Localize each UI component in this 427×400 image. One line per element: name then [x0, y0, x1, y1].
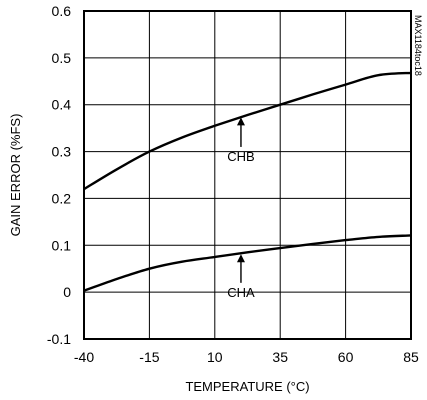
y-tick-label-5: 0.4 — [52, 97, 72, 113]
x-tick-labels: -40 -15 10 35 60 85 — [74, 349, 419, 365]
y-tick-label-1: 0 — [63, 284, 71, 300]
annotation-layer: CHB CHA — [227, 117, 255, 300]
annotation-label-chb: CHB — [227, 149, 254, 164]
annotation-label-cha: CHA — [227, 285, 255, 300]
series-line-chb — [83, 71, 412, 191]
y-tick-label-4: 0.3 — [52, 144, 72, 160]
x-tick-label-5: 85 — [403, 349, 419, 365]
y-axis-label: GAIN ERROR (%FS) — [8, 114, 23, 237]
x-tick-label-3: 35 — [272, 349, 288, 365]
y-tick-label-6: 0.5 — [52, 50, 72, 66]
x-tick-label-1: -15 — [139, 349, 159, 365]
y-tick-label-3: 0.2 — [52, 190, 72, 206]
x-tick-label-2: 10 — [207, 349, 223, 365]
y-tick-label-7: 0.6 — [52, 3, 72, 19]
x-tick-label-0: -40 — [74, 349, 94, 365]
plot-frame — [83, 10, 412, 340]
figure-code: MAX1184toc18 — [413, 15, 423, 76]
y-tick-labels: -0.1 0 0.1 0.2 0.3 0.4 0.5 0.6 — [47, 3, 71, 347]
x-tick-label-4: 60 — [338, 349, 354, 365]
x-axis-label: TEMPERATURE (°C) — [185, 379, 309, 394]
y-tick-label-0: -0.1 — [47, 331, 71, 347]
annotation-arrow-head-chb — [236, 117, 245, 126]
series-line-cha — [83, 234, 412, 292]
annotation-arrow-head-cha — [236, 254, 245, 263]
series-layer — [83, 71, 412, 292]
y-tick-label-2: 0.1 — [52, 237, 72, 253]
